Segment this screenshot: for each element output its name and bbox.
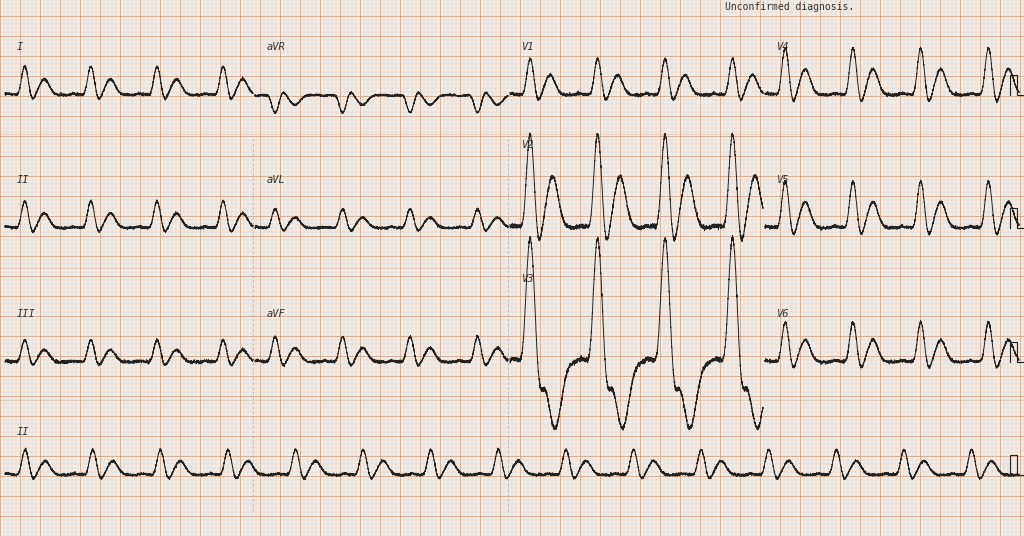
Text: aVL: aVL (267, 175, 286, 185)
Text: aVF: aVF (267, 309, 286, 319)
Text: Unconfirmed diagnosis.: Unconfirmed diagnosis. (725, 2, 854, 12)
Text: V3: V3 (522, 274, 535, 284)
Text: V1: V1 (522, 42, 535, 52)
Text: aVR: aVR (267, 42, 286, 52)
Text: I: I (17, 42, 24, 52)
Text: V2: V2 (522, 140, 535, 150)
Text: V5: V5 (777, 175, 790, 185)
Text: V6: V6 (777, 309, 790, 319)
Text: III: III (17, 309, 36, 319)
Text: V4: V4 (777, 42, 790, 52)
Text: II: II (17, 175, 30, 185)
Text: II: II (17, 427, 30, 437)
